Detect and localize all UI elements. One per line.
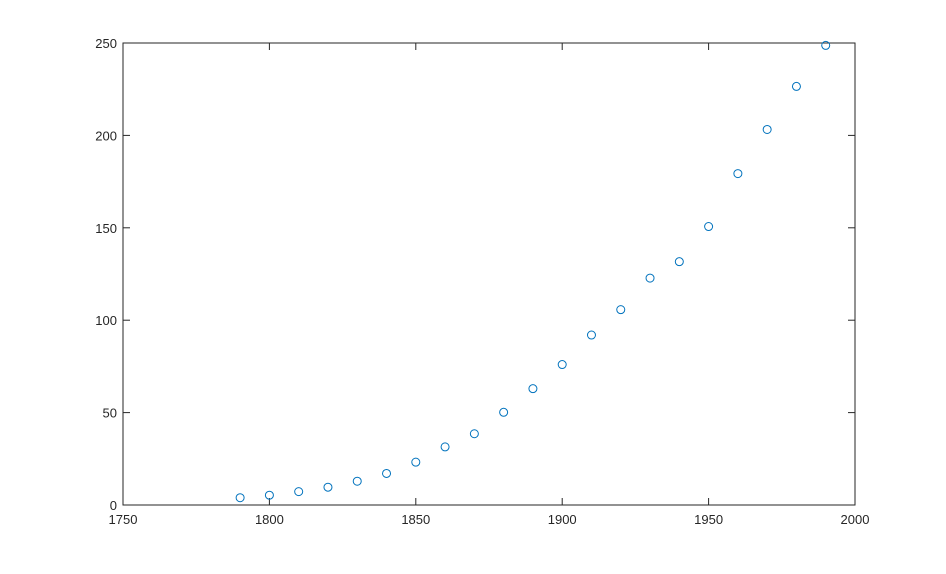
data-point xyxy=(645,273,655,283)
x-tick-label: 1950 xyxy=(694,512,723,527)
y-tick-label: 100 xyxy=(95,313,117,328)
y-tick-label: 150 xyxy=(95,221,117,236)
data-point xyxy=(586,330,596,340)
data-point xyxy=(323,482,333,492)
x-tick-label: 1850 xyxy=(401,512,430,527)
data-point xyxy=(469,429,479,439)
data-point xyxy=(264,490,274,500)
y-tick-label: 250 xyxy=(95,36,117,51)
data-point xyxy=(382,468,392,478)
data-point xyxy=(762,124,772,134)
data-point xyxy=(557,360,567,370)
data-point xyxy=(733,169,743,179)
data-point xyxy=(674,257,684,267)
x-tick-label: 1900 xyxy=(548,512,577,527)
data-point xyxy=(616,305,626,315)
data-point xyxy=(440,442,450,452)
data-point xyxy=(499,407,509,417)
data-point xyxy=(821,40,831,50)
data-point xyxy=(235,493,245,503)
y-tick-label: 200 xyxy=(95,128,117,143)
y-tick-label: 50 xyxy=(103,406,117,421)
data-point xyxy=(411,457,421,467)
data-point xyxy=(352,476,362,486)
data-point xyxy=(704,222,714,232)
data-point xyxy=(528,384,538,394)
x-tick-label: 2000 xyxy=(841,512,870,527)
x-tick-label: 1800 xyxy=(255,512,284,527)
data-point xyxy=(791,81,801,91)
data-point xyxy=(294,487,304,497)
y-tick-label: 0 xyxy=(110,498,117,513)
x-tick-label: 1750 xyxy=(109,512,138,527)
plot-area xyxy=(122,42,856,506)
